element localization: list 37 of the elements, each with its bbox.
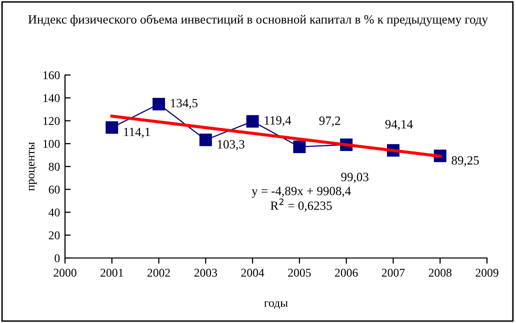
y-tick-label: 120 [43,116,60,125]
x-axis-title: годы [264,301,288,310]
x-tick-label: 2001 [100,268,123,277]
x-tick-label: 2000 [54,268,76,277]
point [246,115,259,128]
data-label: 99,03 [341,172,368,183]
y-tick-label: 0 [54,254,60,262]
data-label: 114,1 [124,128,150,138]
point [152,98,166,110]
x-tick-label: 2005 [288,268,311,277]
x-tick-label: 2002 [147,268,170,277]
data-label: 119,4 [264,116,292,126]
data-label: 103,3 [218,140,244,150]
point [199,134,212,146]
y-axis-title: проценты [28,142,37,191]
x-tick-label: 2006 [335,268,358,277]
x-tick-label: 2004 [241,268,264,277]
chart-title: Индекс физического объема инвестиций в основной капитал в % к предыдущему году [28,14,488,26]
data-label: 89,25 [452,156,479,166]
data-label: 97,2 [319,116,340,127]
y-tick-label: 60 [48,186,60,194]
data-label: 134,5 [170,98,198,110]
y-tick-label: 80 [48,162,60,171]
point [106,121,118,134]
x-tick-label: 2003 [194,268,218,277]
x-tick-label: 2008 [428,268,452,277]
y-tick-label: 20 [48,231,60,240]
x-tick-label: 2009 [476,268,498,277]
x-tick-label: 2007 [382,268,405,277]
annotation: R$^{2}$ = 0,6235 [270,198,332,212]
point [293,140,306,154]
data-label: 94,14 [385,120,413,130]
y-tick-label: 40 [48,208,60,216]
y-tick-label: 160 [43,71,60,80]
y-tick-label: 140 [43,94,60,102]
y-tick-label: 100 [43,140,60,148]
annotation: y = -4,89x + 9908,4 [252,186,351,198]
